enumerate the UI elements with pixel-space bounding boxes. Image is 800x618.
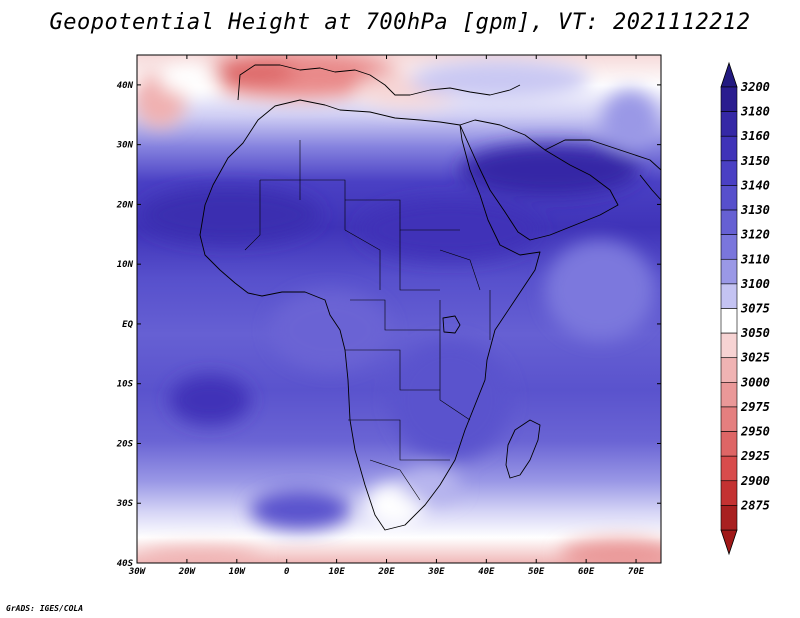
colorbar-bottom-arrow: [720, 529, 738, 556]
colorbar-label: 3000: [740, 375, 770, 389]
colorbar-label: 3120: [740, 228, 770, 242]
axis-ticks: 30W 20W 10W 0 10E 20E 30E 40E 50E 60E 70E 40N 30N 20N…: [116, 55, 661, 577]
colorbar-swatch: [720, 357, 738, 383]
lon-tick-label: 20W: [178, 567, 197, 577]
lon-tick-label: 10W: [229, 567, 247, 577]
colorbar-swatch: [720, 160, 738, 186]
lat-tick-label: 30N: [116, 141, 134, 151]
colorbar-swatch: [720, 455, 738, 482]
colorbar-swatch: [720, 308, 738, 334]
colorbar-swatch: [720, 258, 738, 285]
colorbar-swatch: [720, 332, 738, 359]
colorbar-label: 3200: [740, 80, 770, 94]
height-field: [137, 55, 661, 563]
iran-coastline: [544, 139, 661, 171]
colorbar-swatch: [720, 86, 738, 112]
colorbar-top-arrow: [720, 61, 738, 88]
lat-tick-label: 10N: [117, 260, 134, 270]
page-title: Geopotential Height at 700hPa [gpm], VT:…: [49, 10, 751, 35]
colorbar-label: 2900: [740, 474, 770, 488]
colorbar-label: 3140: [740, 178, 770, 192]
colorbar-label: 3100: [740, 277, 770, 291]
lon-tick-label: 20E: [377, 567, 395, 577]
colorbar-label: 3025: [740, 351, 770, 365]
lat-tick-label: 20N: [116, 200, 134, 210]
colorbar-swatch: [720, 283, 738, 309]
india-coastline: [639, 174, 661, 201]
colorbar-label: 3050: [740, 326, 770, 340]
colorbar-label: 3180: [740, 105, 770, 119]
country-borders: [244, 140, 491, 501]
colorbar-label: 2975: [740, 400, 770, 414]
lon-tick-label: 60E: [578, 567, 595, 577]
colorbar-swatch: [720, 135, 738, 162]
lat-tick-label: 30S: [116, 499, 134, 509]
lon-tick-label: 50E: [528, 567, 545, 577]
lon-tick-label: 30W: [128, 567, 147, 577]
lon-tick-label: 10E: [328, 567, 345, 577]
africa-coastline: [199, 99, 541, 531]
lake-victoria: [442, 315, 461, 334]
europe-coastline: [237, 64, 521, 101]
colorbar-swatch: [720, 406, 738, 432]
lat-tick-label: EQ: [122, 320, 133, 330]
colorbar-label: 3130: [740, 203, 770, 217]
colorbar-label: 3160: [740, 129, 770, 143]
colorbar-label: 2875: [740, 498, 770, 512]
lon-tick-label: 30E: [427, 567, 445, 577]
lat-tick-label: 40S: [117, 559, 134, 569]
colorbar-swatch: [720, 382, 738, 408]
plot-frame: [136, 54, 662, 564]
colorbar-swatch: [720, 185, 738, 211]
lat-tick-label: 40N: [117, 81, 134, 91]
colorbar-swatch: [720, 111, 738, 137]
coastlines: [199, 64, 661, 531]
arabia-coastline: [459, 119, 619, 241]
colorbar-label: 2950: [740, 425, 770, 439]
colorbar-swatch: [720, 480, 738, 506]
colorbar-label: 3075: [740, 302, 770, 316]
colorbar-swatch: [720, 234, 738, 260]
colorbar-swatch: [720, 505, 738, 531]
colorbar-label: 3150: [740, 154, 770, 168]
colorbar-label: 3110: [740, 252, 770, 266]
lon-tick-label: 70E: [628, 567, 645, 577]
colorbar-swatch: [720, 431, 738, 457]
lon-tick-label: 40E: [478, 567, 495, 577]
credit-label: GrADS: IGES/COLA: [6, 604, 84, 613]
colorbar: 3200 3180 3160 3150 3140 3130 3120 3110 3100 3075…: [720, 61, 770, 556]
lat-tick-label: 20S: [116, 439, 134, 449]
lon-tick-label: 0: [284, 567, 290, 577]
colorbar-swatch: [720, 209, 738, 235]
colorbar-label: 2925: [740, 449, 770, 463]
lat-tick-label: 10S: [117, 380, 134, 390]
madagascar-coastline: [505, 419, 541, 479]
